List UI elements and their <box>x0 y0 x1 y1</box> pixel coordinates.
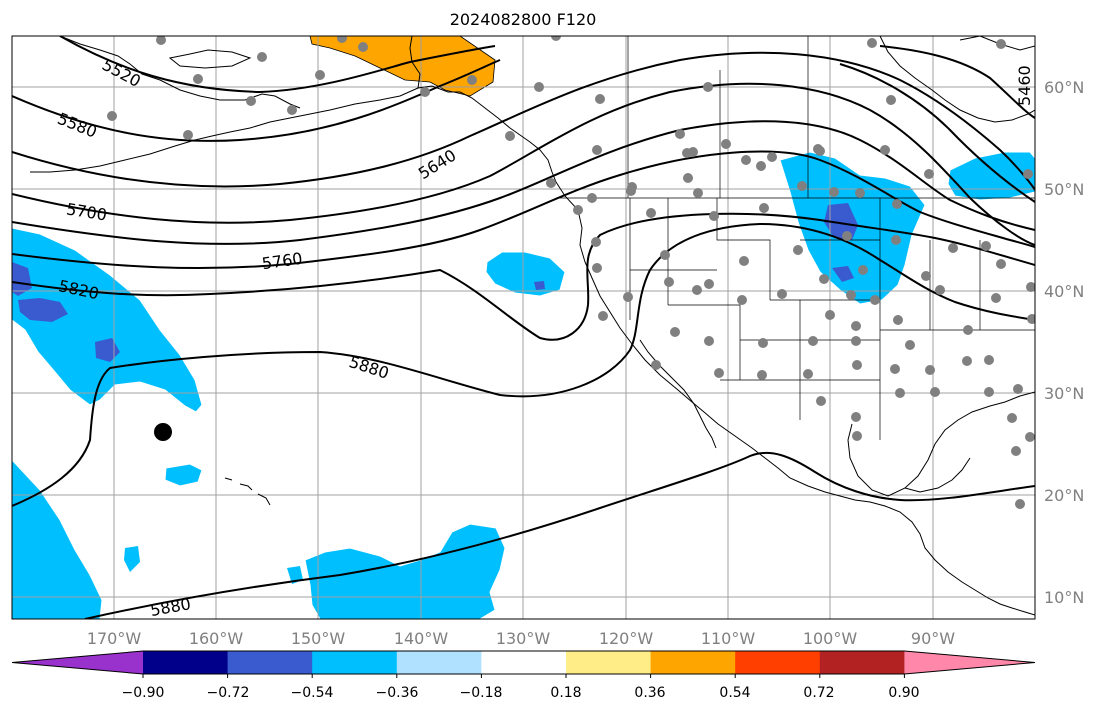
colorbar-tick-label: −0.18 <box>460 685 503 701</box>
colorbar-swatch <box>481 651 567 674</box>
contour-5640b <box>12 82 1035 246</box>
colorbar-tick-label: −0.72 <box>207 685 250 701</box>
shade-central-pacific <box>12 227 203 413</box>
lon-tick-label: 150°W <box>291 629 346 648</box>
coast-hudson <box>879 36 1035 123</box>
colorbar-tick-label: −0.36 <box>376 685 419 701</box>
colorbar-tick-label: 0.36 <box>634 685 665 701</box>
colorbar-tick-label: 0.54 <box>719 685 750 701</box>
colorbar-ticks <box>142 674 905 678</box>
colorbar-tick-label: 0.90 <box>888 685 919 701</box>
contour-5640a <box>12 51 1035 191</box>
height-contours <box>12 36 1035 619</box>
colorbar-swatch <box>143 651 229 674</box>
station-dots <box>107 36 1035 509</box>
contour-5460 <box>879 45 1035 119</box>
map-frame-border <box>11 35 1036 620</box>
lon-tick-label: 110°W <box>701 629 756 648</box>
contour-5700 <box>12 120 1035 245</box>
shaded-anomaly-regions <box>12 36 1035 619</box>
shade-central-pacific-dark-1 <box>12 262 32 296</box>
coastlines <box>30 36 1035 616</box>
coast-alaska-north <box>409 36 557 183</box>
lat-tick-label: 20°N <box>1044 486 1084 505</box>
colorbar-tick-label: −0.90 <box>122 685 165 701</box>
state-borders <box>556 36 1035 440</box>
coast-bering <box>59 36 301 109</box>
lon-tick-label: 100°W <box>803 629 858 648</box>
colorbar-tick-label: −0.54 <box>291 685 334 701</box>
coast-gulf-yucatan <box>904 457 971 493</box>
shade-hawaii-east <box>164 463 203 487</box>
colorbar-swatch <box>904 651 1035 674</box>
map-content: 5520 5580 5640 5700 5760 5820 5880 5880 … <box>12 36 1035 619</box>
contour-5820 <box>12 212 1035 341</box>
coast-baja <box>639 339 717 449</box>
colorbar-swatch <box>650 651 736 674</box>
map-title: 2024082800 F120 <box>449 10 597 29</box>
lon-tick-label: 160°W <box>189 629 244 648</box>
coast-alaska-islands <box>168 49 252 69</box>
colorbar-swatch <box>566 651 652 674</box>
shade-central-pacific-dark-2 <box>18 298 68 322</box>
lat-tick-label: 30°N <box>1044 384 1084 403</box>
contour-label: 5460 <box>1015 65 1034 106</box>
lon-tick-label: 130°W <box>496 629 551 648</box>
shade-offshore-dark <box>534 281 545 290</box>
contour-5760 <box>12 150 1035 270</box>
shade-tropical-east <box>304 523 506 619</box>
contour-5580 <box>12 59 501 142</box>
hawaii-islands <box>224 477 271 506</box>
colorbar-tick-label: 0.18 <box>550 685 581 701</box>
shade-alaska-orange <box>309 36 496 97</box>
contour-5880a <box>12 222 1035 507</box>
contour-5880b <box>84 451 1035 619</box>
lon-tick-label: 120°W <box>599 629 654 648</box>
shade-north-plains-dark-2 <box>832 266 854 282</box>
colorbar-swatch <box>735 651 821 674</box>
colorbar-swatch <box>12 651 143 674</box>
contour-5580-east <box>839 63 1035 203</box>
lat-tick-label: 40°N <box>1044 282 1084 301</box>
lat-tick-labels: 60°N 50°N 40°N 30°N 20°N 10°N <box>1044 78 1084 607</box>
shade-north-plains-dark-1 <box>824 203 858 240</box>
lon-tick-label: 90°W <box>911 629 955 648</box>
contour-5520 <box>59 36 496 94</box>
shade-southwest <box>12 459 103 619</box>
colorbar: −0.90 −0.72 −0.54 −0.36 −0.18 0.18 0.36 … <box>11 650 1036 701</box>
coast-alaska-peninsula <box>30 87 419 173</box>
lon-tick-label: 170°W <box>87 629 142 648</box>
lat-tick-label: 50°N <box>1044 180 1084 199</box>
coast-western-north-america <box>555 181 1035 616</box>
shade-offshore-california <box>485 251 566 297</box>
lat-tick-label: 60°N <box>1044 78 1084 97</box>
lat-tick-label: 10°N <box>1044 588 1084 607</box>
marker-point <box>154 423 172 441</box>
colorbar-swatches <box>11 650 1036 675</box>
colorbar-swatch <box>819 651 905 674</box>
lon-tick-labels: 170°W 160°W 150°W 140°W 130°W 120°W 110°… <box>87 629 955 648</box>
coast-gulf-of-mexico <box>847 391 1035 497</box>
shade-small-1 <box>124 546 140 572</box>
colorbar-tick-label: 0.72 <box>803 685 834 701</box>
lon-tick-label: 140°W <box>394 629 449 648</box>
colorbar-swatch <box>312 651 398 674</box>
colorbar-swatch <box>227 651 313 674</box>
colorbar-swatch <box>396 651 482 674</box>
